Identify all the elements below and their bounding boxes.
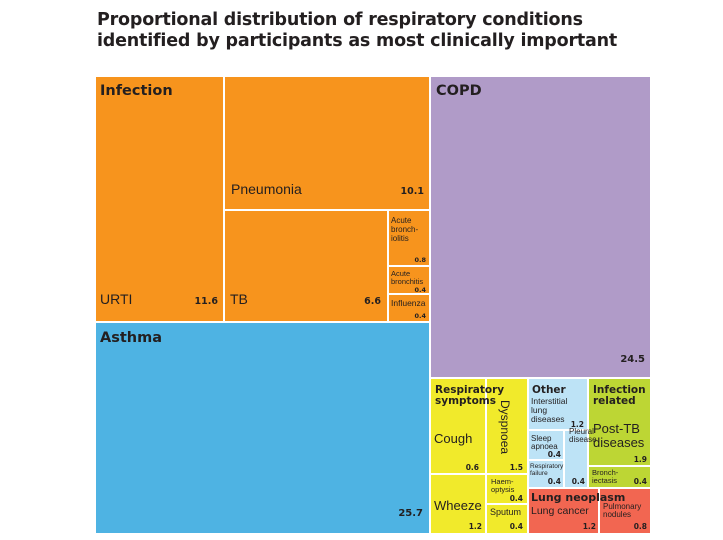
label-lung-cancer: Lung cancer xyxy=(531,505,589,517)
value-tb: 6.6 xyxy=(364,296,381,307)
value-copd: 24.5 xyxy=(620,354,645,365)
label-haemoptysis: Haem-optysis xyxy=(491,477,515,494)
tile-pneumonia xyxy=(223,75,431,211)
group-label-infection-related: Infection related xyxy=(593,384,646,407)
chart-title-line-1: Proportional distribution of respiratory… xyxy=(97,10,583,30)
tile-wheeze xyxy=(429,473,487,535)
value-bronchiectasis: 0.4 xyxy=(634,477,647,486)
value-acute-bronchiolitis: 0.8 xyxy=(414,256,426,264)
tile-acute-bronchiolitis xyxy=(387,209,431,267)
value-lung-cancer: 1.2 xyxy=(583,522,596,531)
value-influenza: 0.4 xyxy=(414,312,426,320)
label-post-tb-diseases: Post-TB diseases xyxy=(593,421,645,450)
value-dyspnoea: 1.5 xyxy=(510,463,523,472)
label-respiratory-failure: Respiratory failure xyxy=(530,463,564,477)
value-sleep-apnoea: 0.4 xyxy=(548,450,561,459)
chart-title: Proportional distribution of respiratory… xyxy=(97,10,617,52)
group-label-copd: COPD xyxy=(436,83,482,99)
value-asthma: 25.7 xyxy=(398,508,423,519)
value-post-tb-diseases: 1.9 xyxy=(634,455,647,464)
value-interstitial-lung-diseases: 1.2 xyxy=(571,420,584,429)
value-cough: 0.6 xyxy=(466,463,479,472)
label-acute-bronchiolitis: Acute bronch-iolitis xyxy=(391,216,418,243)
group-label-infection: Infection xyxy=(100,83,173,99)
label-sputum: Sputum xyxy=(490,507,521,517)
value-sputum: 0.4 xyxy=(510,522,523,531)
tile-cough xyxy=(429,377,487,475)
group-label-lung-neoplasm: Lung neoplasm xyxy=(531,491,625,504)
label-urti: URTI xyxy=(100,291,132,307)
label-pulmonary-nodules: Pulmonary nodules xyxy=(603,502,641,519)
value-respiratory-failure: 0.4 xyxy=(548,477,561,486)
label-wheeze: Wheeze xyxy=(434,498,482,513)
label-acute-bronchitis: Acute bronchitis xyxy=(391,269,423,286)
label-interstitial-lung-diseases: Interstitial lung diseases xyxy=(531,396,567,424)
label-dyspnoea: Dyspnoea xyxy=(498,400,512,454)
tile-urti xyxy=(94,75,225,323)
value-haemoptysis: 0.4 xyxy=(510,494,523,503)
tile-sleep-apnoea xyxy=(527,429,565,461)
value-wheeze: 1.2 xyxy=(469,522,482,531)
tile-asthma xyxy=(94,321,431,535)
label-pneumonia: Pneumonia xyxy=(231,181,302,197)
tile-interstitial-lung-diseases xyxy=(527,377,589,431)
label-bronchiectasis: Bronch-iectasis xyxy=(592,468,619,485)
value-pulmonary-nodules: 0.8 xyxy=(634,522,647,531)
label-sleep-apnoea: Sleep apnoea xyxy=(531,434,558,451)
value-acute-bronchitis: 0.4 xyxy=(414,286,426,294)
tile-copd xyxy=(429,75,652,379)
label-cough: Cough xyxy=(434,431,472,446)
label-tb: TB xyxy=(230,291,248,307)
value-urti: 11.6 xyxy=(195,296,219,307)
value-pleural-disease: 0.4 xyxy=(572,477,585,486)
label-influenza: Influenza xyxy=(391,298,426,308)
tile-haemoptysis xyxy=(485,473,529,505)
tile-pulmonary-nodules xyxy=(598,487,652,535)
chart-title-line-2: identified by participants as most clini… xyxy=(97,31,618,51)
group-label-asthma: Asthma xyxy=(100,330,162,346)
group-label-respiratory-symptoms: Respiratory symptoms xyxy=(435,384,504,407)
group-label-other: Other xyxy=(532,384,567,396)
tile-lung-cancer xyxy=(527,487,600,535)
value-pneumonia: 10.1 xyxy=(401,186,424,197)
label-pleural-disease: Pleural disease xyxy=(569,427,597,444)
